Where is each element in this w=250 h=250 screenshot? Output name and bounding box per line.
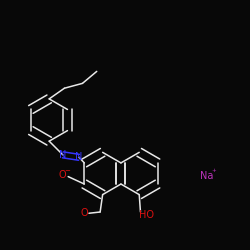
Text: +: +: [211, 168, 216, 173]
Text: −: −: [64, 168, 70, 174]
Text: N: N: [75, 152, 83, 162]
Text: HO: HO: [139, 210, 154, 220]
Text: O: O: [80, 208, 88, 218]
Text: Na: Na: [200, 171, 214, 181]
Text: O: O: [58, 170, 66, 180]
Text: N: N: [59, 150, 66, 160]
